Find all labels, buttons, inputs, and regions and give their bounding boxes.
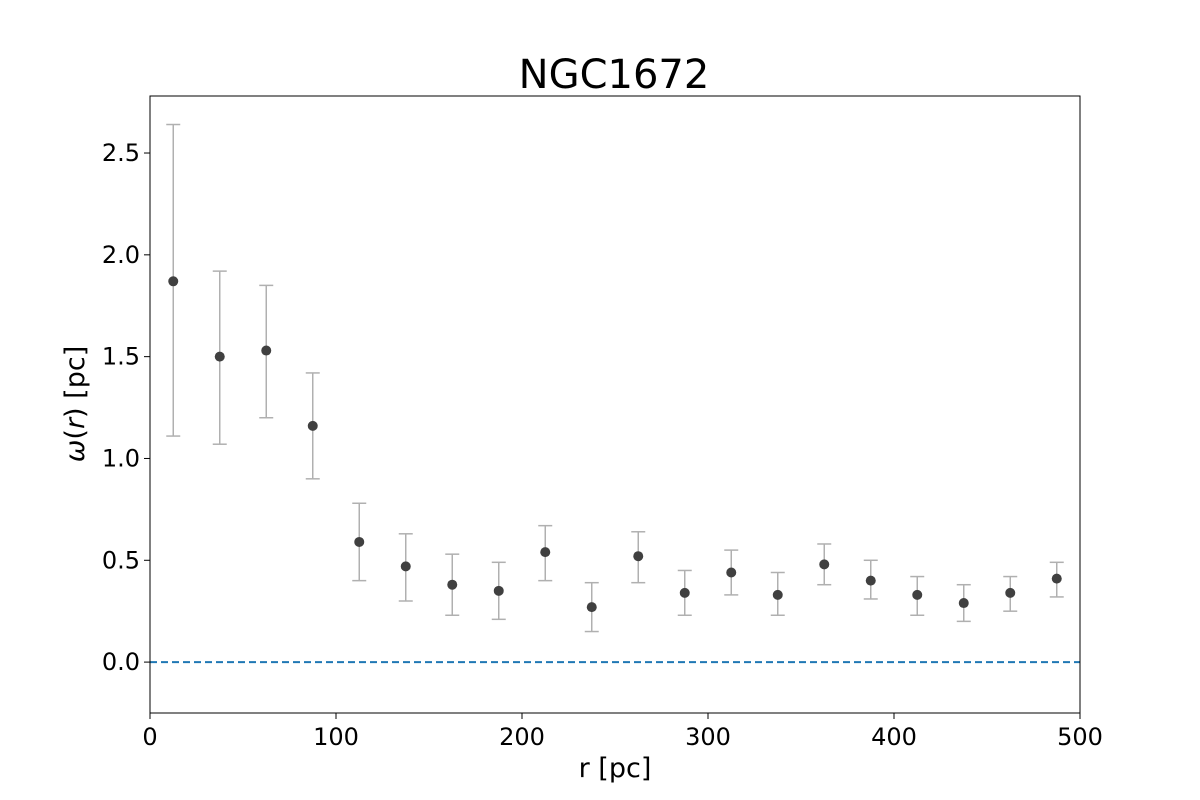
data-point <box>912 589 923 600</box>
data-point <box>958 598 969 609</box>
data-point <box>633 551 644 562</box>
data-point <box>586 602 597 613</box>
data-point <box>1051 573 1062 584</box>
y-axis-label: ω(r) [pc] <box>60 346 91 462</box>
y-tick-label: 2.5 <box>102 139 140 167</box>
y-axis-label-symbol: ω <box>60 440 91 463</box>
x-tick-label: 200 <box>499 723 545 751</box>
data-point <box>354 536 365 547</box>
chart-title: NGC1672 <box>519 52 710 98</box>
data-point <box>1005 587 1016 598</box>
y-tick-label: 2.0 <box>102 241 140 269</box>
data-point <box>679 587 690 598</box>
data-point <box>726 567 737 578</box>
data-point <box>447 579 458 590</box>
y-tick-label: 1.5 <box>102 343 140 371</box>
x-tick-label: 500 <box>1057 723 1103 751</box>
y-axis: 0.0 0.5 1.0 1.5 2.0 2.5 <box>102 139 150 676</box>
plot-area <box>150 123 1080 664</box>
data-point <box>214 351 225 362</box>
x-axis-label: r [pc] <box>579 753 652 784</box>
y-tick-label: 1.0 <box>102 444 140 472</box>
x-tick-label: 400 <box>871 723 917 751</box>
y-tick-label: 0.0 <box>102 648 140 676</box>
plot-frame <box>149 95 1081 714</box>
data-point <box>261 345 272 356</box>
data-point <box>772 589 783 600</box>
data-point <box>819 559 830 570</box>
x-tick-label: 0 <box>142 723 157 751</box>
x-tick-label: 300 <box>685 723 731 751</box>
data-point <box>400 561 411 572</box>
data-point <box>493 585 504 596</box>
data-point <box>540 547 551 558</box>
y-axis-label-var: r <box>60 416 91 429</box>
x-tick-label: 100 <box>313 723 359 751</box>
y-tick-label: 0.5 <box>102 546 140 574</box>
data-point <box>307 420 318 431</box>
data-point <box>168 276 179 287</box>
y-axis-label-close: ) [pc] <box>60 346 91 418</box>
data-point <box>865 575 876 586</box>
x-axis: 0 100 200 300 400 500 <box>142 713 1103 751</box>
y-axis-label-open: ( <box>60 429 91 440</box>
